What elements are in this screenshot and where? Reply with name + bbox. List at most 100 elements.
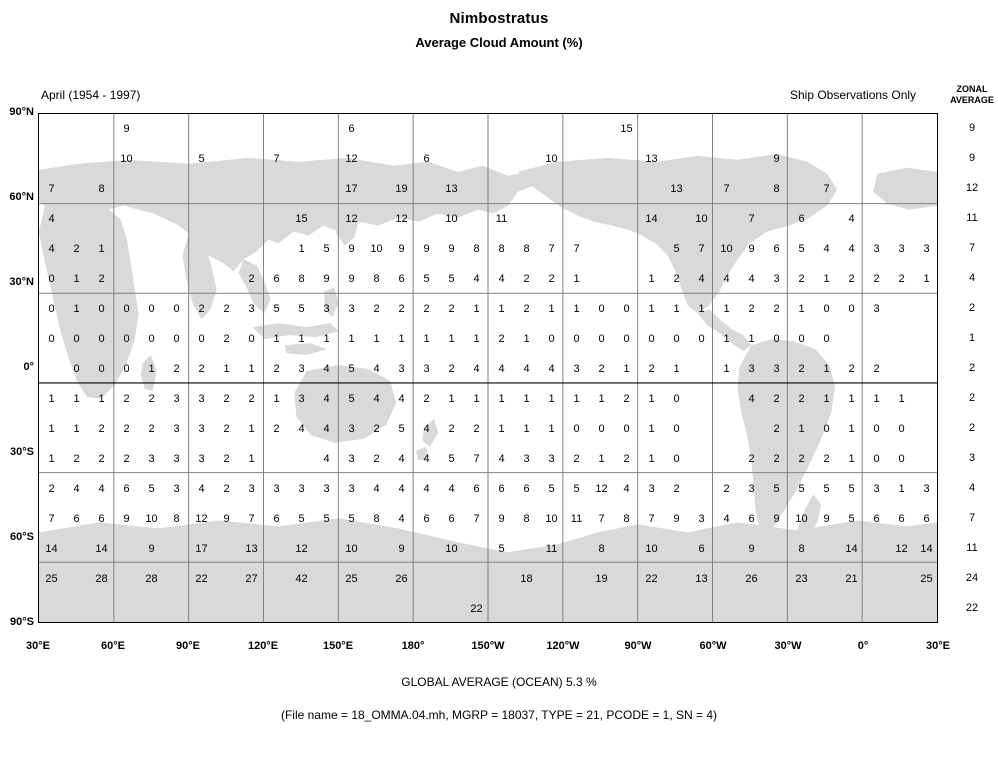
grid-cell: 2	[398, 303, 405, 315]
grid-cell: 1	[798, 303, 805, 315]
grid-cell: 1	[248, 423, 255, 435]
grid-cell: 8	[598, 543, 605, 555]
grid-cell: 4	[373, 483, 380, 495]
grid-cell: 5	[148, 483, 155, 495]
grid-cell: 10	[545, 513, 558, 525]
grid-cell: 0	[73, 363, 80, 375]
grid-cell: 2	[273, 363, 280, 375]
zonal-average-column: 9 9 12 11 7 4 2 1 2 2 2 3 4 7 11 24 22	[946, 113, 998, 623]
grid-cell: 3	[873, 243, 880, 255]
grid-cell: 1	[548, 303, 555, 315]
grid-cell: 6	[398, 273, 405, 285]
grid-cell: 14	[645, 213, 658, 225]
grid-cell: 7	[648, 513, 655, 525]
grid-cell: 0	[673, 333, 680, 345]
grid-cell: 6	[523, 483, 530, 495]
grid-cell: 0	[573, 333, 580, 345]
grid-cell: 0	[673, 453, 680, 465]
zonal-average-value: 2	[968, 422, 976, 434]
zonal-average-value: 2	[968, 392, 976, 404]
grid-cell: 7	[473, 453, 480, 465]
grid-cell: 6	[473, 483, 480, 495]
grid-cell: 7	[748, 213, 755, 225]
grid-cell: 4	[48, 213, 55, 225]
grid-cell: 8	[523, 243, 530, 255]
grid-cell: 2	[548, 273, 555, 285]
grid-cell: 28	[95, 573, 108, 585]
grid-cell: 4	[848, 243, 855, 255]
grid-cell: 3	[523, 453, 530, 465]
zonal-average-value: 2	[968, 302, 976, 314]
grid-cell: 0	[98, 363, 105, 375]
x-axis-label: 90°W	[624, 640, 652, 652]
grid-cell: 3	[923, 243, 930, 255]
grid-cell: 5	[848, 483, 855, 495]
grid-cell: 1	[273, 393, 280, 405]
grid-cell: 0	[548, 333, 555, 345]
grid-cell: 1	[573, 303, 580, 315]
grid-cell: 2	[873, 273, 880, 285]
x-axis-label: 60°W	[699, 640, 727, 652]
grid-cell: 15	[620, 123, 633, 135]
y-axis-label: 60°N	[9, 191, 34, 203]
grid-cell: 4	[398, 483, 405, 495]
grid-cell: 1	[823, 393, 830, 405]
grid-cell: 7	[273, 153, 280, 165]
file-note-label: (File name = 18_OMMA.04.mh, MGRP = 18037…	[280, 708, 718, 722]
grid-cell: 1	[698, 303, 705, 315]
grid-cell: 4	[323, 453, 330, 465]
grid-cell: 3	[198, 423, 205, 435]
grid-cell: 1	[473, 393, 480, 405]
zonal-average-value: 11	[966, 542, 978, 554]
grid-cell: 1	[448, 393, 455, 405]
grid-cell: 26	[395, 573, 408, 585]
zonal-average-value: 22	[965, 602, 979, 614]
grid-cell: 6	[898, 513, 905, 525]
grid-cell: 13	[645, 153, 658, 165]
grid-cell: 5	[448, 453, 455, 465]
zonal-average-value: 2	[968, 362, 976, 374]
grid-cell: 0	[823, 423, 830, 435]
grid-cell: 2	[198, 363, 205, 375]
grid-cell: 6	[798, 213, 805, 225]
grid-cell: 8	[173, 513, 180, 525]
global-average-label: GLOBAL AVERAGE (OCEAN) 5.3 %	[401, 675, 597, 689]
y-axis-label: 30°N	[9, 276, 34, 288]
grid-cell: 0	[873, 423, 880, 435]
grid-cell: 10	[795, 513, 808, 525]
grid-cell: 3	[873, 483, 880, 495]
grid-cell: 5	[798, 483, 805, 495]
grid-cell: 9	[498, 513, 505, 525]
grid-cell: 1	[448, 333, 455, 345]
grid-cell: 1	[648, 393, 655, 405]
grid-cell: 1	[273, 333, 280, 345]
grid-cell: 2	[473, 423, 480, 435]
grid-cell: 9	[773, 513, 780, 525]
grid-cell: 2	[73, 243, 80, 255]
grid-cell: 3	[198, 393, 205, 405]
source-note: Ship Observations Only	[790, 88, 917, 102]
grid-cell: 6	[923, 513, 930, 525]
grid-cell: 2	[148, 423, 155, 435]
grid-cell: 12	[345, 213, 358, 225]
grid-cell: 1	[498, 393, 505, 405]
zonal-average-value: 12	[965, 182, 979, 194]
grid-cell: 1	[298, 333, 305, 345]
grid-cell: 6	[123, 483, 130, 495]
grid-cell: 2	[848, 273, 855, 285]
grid-cell: 4	[498, 273, 505, 285]
grid-cell: 3	[323, 303, 330, 315]
grid-cell: 3	[548, 453, 555, 465]
grid-cell: 6	[498, 483, 505, 495]
grid-cell: 7	[48, 183, 55, 195]
grid-cell: 1	[523, 423, 530, 435]
grid-cell: 3	[898, 243, 905, 255]
grid-cell: 4	[423, 483, 430, 495]
grid-cell: 6	[698, 543, 705, 555]
x-axis-label: 30°E	[926, 640, 950, 652]
grid-cell: 1	[548, 393, 555, 405]
zonal-average-value: 4	[968, 272, 976, 284]
grid-cell: 2	[223, 303, 230, 315]
grid-cell: 0	[623, 423, 630, 435]
grid-cell: 3	[348, 483, 355, 495]
